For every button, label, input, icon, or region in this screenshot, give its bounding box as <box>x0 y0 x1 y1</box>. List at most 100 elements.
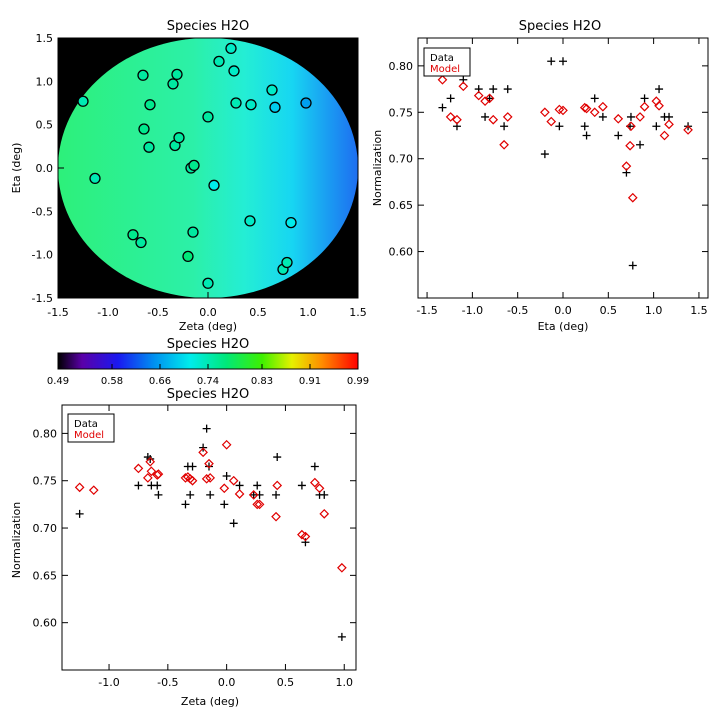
zeta-legend-model: Model <box>74 430 104 441</box>
zeta-scatter-model-point <box>337 562 347 573</box>
map-point <box>228 65 240 77</box>
eta-scatter-data-point <box>614 131 623 140</box>
map-point <box>127 229 139 241</box>
eta-legend-box <box>423 47 471 77</box>
map-point <box>77 95 89 107</box>
zeta-scatter-model-point <box>228 475 239 486</box>
zeta-scatter-model-point <box>145 456 156 467</box>
map-point <box>167 78 179 90</box>
eta-scatter-frame <box>417 37 709 299</box>
eta-scatter-y-tick-label: 0.60 <box>389 246 414 259</box>
map-point <box>300 97 312 109</box>
colorbar: Species H2O 0.49 0.58 0.66 0.74 0.83 0.91 0.99 <box>47 337 369 387</box>
eta-scatter-x-tick-label: 1.5 <box>690 304 708 317</box>
zeta-scatter-model-point <box>198 447 208 458</box>
eta-scatter-data-point <box>582 131 591 140</box>
zeta-scatter-model-point <box>252 499 263 510</box>
zeta-scatter-y-tick-label: 0.60 <box>33 617 58 630</box>
zeta-scatter-model-point <box>309 477 320 488</box>
zeta-scatter-model-point <box>146 466 157 477</box>
map-point <box>269 101 281 113</box>
eta-scatter-data-point <box>555 122 564 131</box>
map-y-label: Eta (deg) <box>10 143 23 194</box>
eta-scatter-data-point <box>446 94 455 103</box>
zeta-legend-box <box>67 413 115 443</box>
map-point <box>144 99 156 111</box>
zeta-scatter-data-point <box>220 500 229 509</box>
zeta-scatter-x-tick-label: -1.0 <box>98 676 119 689</box>
eta-scatter-model-point <box>540 107 550 118</box>
eta-scatter-model-point <box>639 101 650 112</box>
zeta-scatter-model-point <box>221 439 232 450</box>
map-x-axis: -1.5 -1.0 -0.5 0.0 0.5 1.0 1.5 <box>47 292 367 319</box>
zeta-scatter-data-point <box>154 490 163 499</box>
zeta-scatter-y-tick-label: 0.75 <box>33 475 58 488</box>
eta-legend-data: Data <box>430 53 454 64</box>
map-point <box>135 236 147 249</box>
eta-scatter-x-tick-label: -1.5 <box>416 304 437 317</box>
eta-scatter-data-point <box>636 140 645 149</box>
eta-scatter-model-point <box>683 125 693 135</box>
map-panel: Species H2O -1.5 -1.0 -0.5 0.0 0.5 1.0 1.5 -1.… <box>10 19 367 333</box>
eta-scatter-points <box>437 57 693 270</box>
zeta-legend-data: Data <box>74 419 98 430</box>
eta-scatter-panel: Species H2O -1.5 -1.0 -0.5 0.0 0.5 1.0 1.5 0.60… <box>371 19 709 333</box>
eta-scatter-data-point <box>655 85 664 94</box>
map-x-tick-label: 1.5 <box>349 306 367 319</box>
eta-scatter-data-point <box>500 122 509 131</box>
eta-scatter-data-point <box>590 94 599 103</box>
eta-scatter-model-point <box>473 90 484 101</box>
zeta-scatter-x-tick-label: 0.0 <box>218 676 236 689</box>
eta-scatter-model-point <box>659 130 670 141</box>
colorbar-ticks: 0.49 0.58 0.66 0.74 0.83 0.91 0.99 <box>47 364 369 387</box>
map-point <box>137 69 149 81</box>
map-y-axis: -1.5 -1.0 -0.5 0.0 0.5 1.0 1.5 <box>32 32 64 305</box>
eta-scatter-model-point <box>558 105 568 116</box>
map-point <box>202 277 214 289</box>
zeta-scatter-data-point <box>235 481 244 490</box>
zeta-scatter-data-point <box>153 481 162 490</box>
map-point <box>225 42 237 55</box>
eta-scatter-y-label: Normalization <box>371 130 384 206</box>
eta-scatter-data-point <box>628 261 637 270</box>
zeta-scatter-model-point <box>201 473 212 484</box>
eta-scatter-axes: -1.5 -1.0 -0.5 0.0 0.5 1.0 1.5 0.60 0.65 0.70 0.75… <box>389 38 708 317</box>
eta-legend-model: Model <box>430 64 460 75</box>
eta-scatter-model-point <box>626 121 636 132</box>
eta-scatter-model-point <box>625 140 635 151</box>
eta-scatter-model-point <box>635 112 645 122</box>
eta-scatter-y-tick-label: 0.80 <box>389 60 414 73</box>
zeta-scatter-model-point <box>254 499 265 510</box>
eta-scatter-x-label: Eta (deg) <box>538 320 589 333</box>
zeta-scatter-data-point <box>310 462 319 471</box>
zeta-scatter-data-point <box>229 519 238 528</box>
eta-scatter-data-point <box>640 94 649 103</box>
map-y-tick-label: -0.5 <box>32 205 53 218</box>
colorbar-tick-label: 0.58 <box>101 376 123 387</box>
eta-scatter-data-point <box>481 112 490 121</box>
zeta-scatter-data-point <box>297 481 306 490</box>
map-point <box>89 172 101 185</box>
map-title: Species H2O <box>167 19 249 34</box>
eta-scatter-data-point <box>626 112 635 121</box>
zeta-scatter-data-point <box>272 490 281 499</box>
map-point <box>245 99 257 111</box>
map-point <box>138 123 150 135</box>
map-point <box>208 179 220 191</box>
zeta-scatter-y-tick-label: 0.65 <box>33 569 58 582</box>
eta-scatter-model-point <box>598 101 608 112</box>
eta-scatter-model-point <box>445 112 456 122</box>
zeta-scatter-model-point <box>74 482 85 493</box>
map-x-label: Zeta (deg) <box>179 320 237 333</box>
map-x-tick-label: 0.5 <box>249 306 267 319</box>
eta-scatter-model-point <box>581 103 592 114</box>
colorbar-tick-label: 0.83 <box>251 376 273 387</box>
eta-scatter-x-tick-label: 0.5 <box>600 304 618 317</box>
map-point <box>143 141 155 153</box>
zeta-scatter-model-point <box>271 511 281 522</box>
eta-scatter-model-point <box>654 100 664 111</box>
eta-scatter-model-point <box>621 161 632 171</box>
zeta-scatter-data-point <box>134 481 143 490</box>
eta-scatter-data-point <box>559 57 567 66</box>
